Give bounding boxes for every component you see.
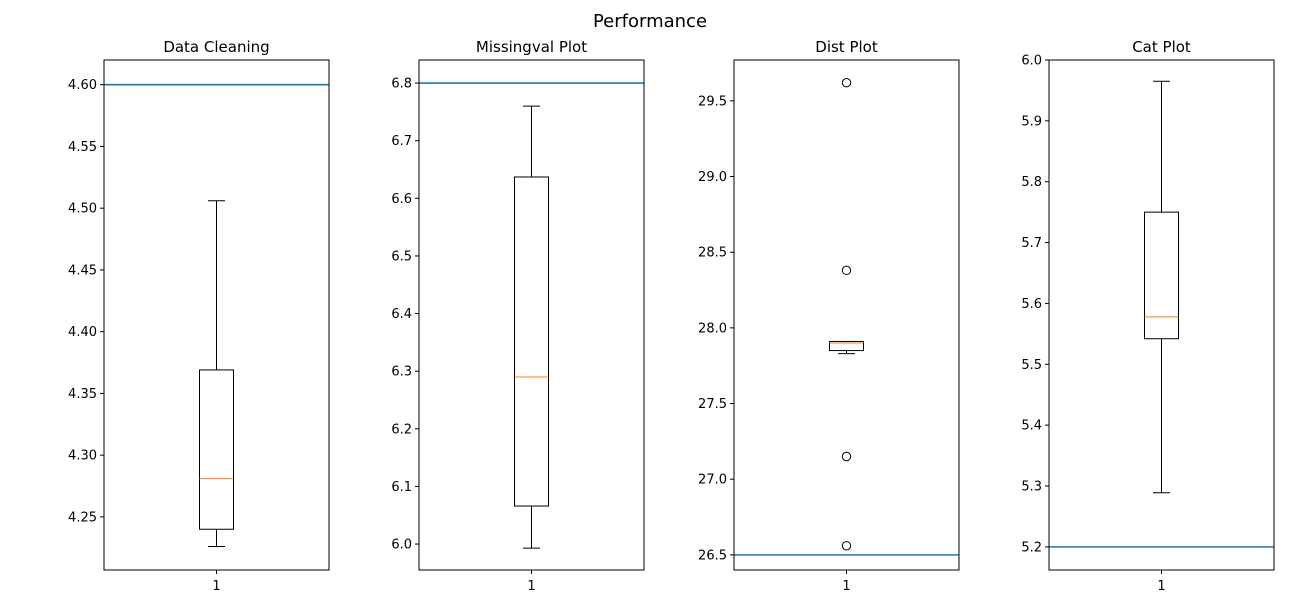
y-tick-label: 4.25 [68,510,97,525]
box [1144,211,1179,340]
plot-frame [418,59,645,571]
x-tick-label: 1 [842,579,850,594]
y-tick-label: 28.0 [698,321,727,336]
plot-frame [1048,59,1275,571]
y-tick-label: 5.7 [1021,236,1042,251]
x-tick-label: 1 [212,579,220,594]
y-tick-label: 5.4 [1021,419,1042,434]
outlier-point [841,78,852,88]
y-tick-label: 6.2 [391,422,412,437]
x-tick-label: 1 [527,579,535,594]
subplot-title: Cat Plot [1132,38,1191,56]
y-tick-label: 4.50 [68,202,97,217]
y-tick-label: 4.40 [68,325,97,340]
y-tick-label: 6.8 [391,77,412,92]
y-tick-label: 5.9 [1021,114,1042,129]
y-tick-label: 6.4 [391,307,412,322]
y-tick-label: 26.5 [698,548,727,563]
y-tick-label: 27.5 [698,397,727,412]
subplot-title: Data Cleaning [163,38,269,56]
y-tick-label: 4.45 [68,263,97,278]
y-tick-label: 4.55 [68,140,97,155]
y-tick-label: 29.0 [698,170,727,185]
y-tick-label: 29.5 [698,94,727,109]
box [199,369,234,530]
y-tick-label: 6.3 [391,365,412,380]
y-tick-label: 6.1 [391,480,412,495]
y-tick-label: 5.2 [1021,540,1042,555]
outlier-point [841,265,852,276]
box [514,176,549,507]
y-tick-label: 4.60 [68,78,97,93]
y-tick-label: 5.8 [1021,175,1042,190]
y-tick-label: 5.3 [1021,480,1042,495]
subplot-title: Missingval Plot [476,38,587,56]
subplot: Cat Plot 5.2 5.3 5.4 5.5 5.6 5.7 5.8 5.9 6.0 1 [1021,38,1275,594]
y-tick-label: 4.30 [68,449,97,464]
y-tick-label: 5.5 [1021,358,1042,373]
y-tick-label: 27.0 [698,473,727,488]
outlier-point [841,541,852,551]
subplot: Data Cleaning 4.25 4.30 4.35 4.40 4.45 4.50 4.5… [68,38,330,594]
figure-title: Performance [593,11,707,32]
x-tick-label: 1 [1157,579,1165,594]
y-tick-label: 6.7 [391,134,412,149]
subplot-title: Dist Plot [815,38,878,56]
y-tick-label: 6.6 [391,192,412,207]
outlier-point [841,451,852,462]
y-tick-label: 4.35 [68,387,97,402]
y-tick-label: 6.0 [391,538,412,553]
subplot: Dist Plot 26.5 27.0 27.5 28.0 28.5 29.0 29.5 1 [698,38,960,594]
subplot: Missingval Plot 6.0 6.1 6.2 6.3 6.4 6.5 6.6 6.7 6… [391,38,645,594]
subplots: Data Cleaning 4.25 4.30 4.35 4.40 4.45 4.50 4.5… [68,38,1275,594]
y-tick-label: 5.6 [1021,297,1042,312]
plot-frame [733,59,960,571]
y-tick-label: 6.0 [1021,54,1042,69]
box [829,340,864,352]
y-tick-label: 6.5 [391,249,412,264]
plot-frame [103,59,330,571]
y-tick-label: 28.5 [698,246,727,261]
